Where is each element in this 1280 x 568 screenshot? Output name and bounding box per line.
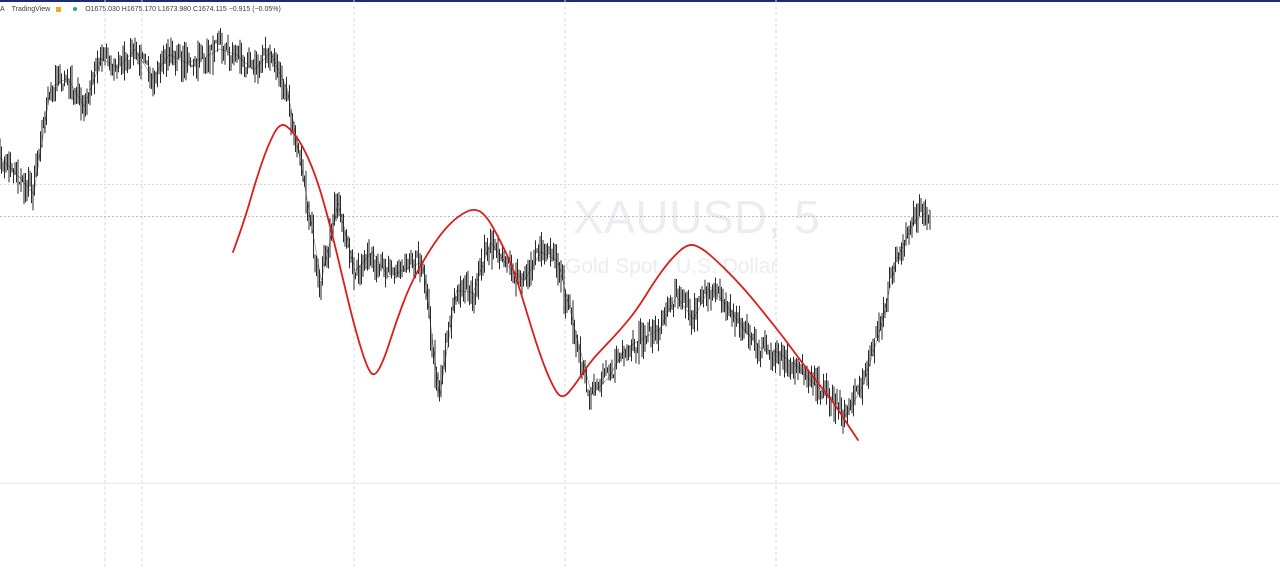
symbol-legend: A TradingView O1675.030 H1675.170 L1673.… bbox=[0, 3, 281, 15]
price-series-line bbox=[0, 48, 931, 417]
data-status-icon bbox=[73, 7, 78, 11]
wave-drawing[interactable] bbox=[232, 124, 859, 441]
legend-ohlc-values: O1675.030 H1675.170 L1673.980 C1674.115 … bbox=[85, 5, 281, 13]
top-accent-bar bbox=[0, 0, 1280, 2]
price-candles[interactable] bbox=[0, 28, 931, 434]
legend-source: TradingView bbox=[11, 5, 51, 13]
watermark-description: Gold Spot / U.S. Dollar bbox=[565, 255, 778, 278]
market-status-icon bbox=[56, 6, 62, 12]
legend-symbol[interactable]: A bbox=[0, 5, 5, 13]
